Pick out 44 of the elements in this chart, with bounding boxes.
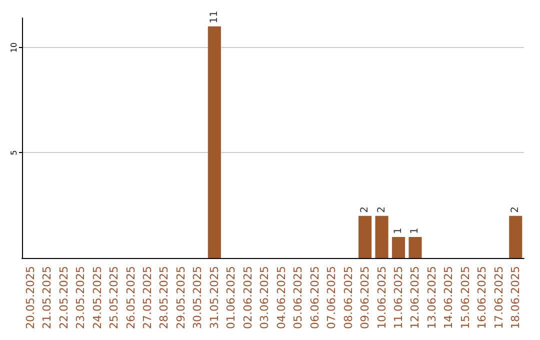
x-tick-label: 22.05.2025: [57, 266, 70, 330]
bar: [208, 26, 221, 258]
y-tick-label: 10: [10, 42, 18, 53]
x-tick-label: 01.06.2025: [224, 266, 238, 330]
y-tick-label: 5: [10, 150, 18, 156]
x-tick-label: 04.06.2025: [274, 266, 288, 330]
x-tick-label: 13.06.2025: [425, 266, 438, 330]
bar: [358, 216, 372, 258]
data-label: 1: [410, 228, 421, 234]
x-tick-label: 24.05.2025: [90, 266, 104, 330]
x-tick-label: 07.06.2025: [325, 266, 338, 330]
x-tick-label: 29.05.2025: [174, 266, 188, 330]
x-tick-label: 14.06.2025: [442, 266, 456, 330]
bar: [392, 236, 406, 258]
x-tick-label: 08.06.2025: [342, 266, 355, 330]
x-tick-label: 25.05.2025: [108, 266, 121, 330]
data-label: 2: [510, 206, 522, 213]
x-tick-label: 02.06.2025: [241, 266, 254, 330]
bar: [375, 216, 388, 258]
data-label: 1: [393, 228, 404, 234]
x-tick-label: 17.06.2025: [492, 266, 506, 330]
x-tick-label: 31.05.2025: [208, 266, 221, 330]
x-tick-label: 03.06.2025: [258, 266, 272, 330]
x-tick-label: 28.05.2025: [158, 266, 171, 330]
x-tick-label: 20.05.2025: [24, 266, 37, 330]
data-label: 11: [208, 10, 220, 24]
x-tick-label: 18.06.2025: [509, 266, 522, 330]
x-tick-label: 15.06.2025: [458, 266, 472, 330]
x-tick-label: 06.06.2025: [308, 266, 322, 330]
data-label: 2: [360, 206, 371, 213]
x-tick-label: 26.05.2025: [124, 266, 138, 330]
data-label: 2: [376, 206, 388, 213]
x-tick-label: 23.05.2025: [74, 266, 88, 330]
x-tick-label: 21.05.2025: [40, 266, 54, 330]
x-tick-label: 12.06.2025: [408, 266, 422, 330]
x-tick-label: 11.06.2025: [392, 266, 405, 330]
bar: [509, 216, 522, 258]
x-tick-label: 09.06.2025: [358, 266, 372, 330]
x-tick-label: 10.06.2025: [375, 266, 388, 330]
x-tick-label: 27.05.2025: [141, 266, 154, 330]
x-tick-label: 16.06.2025: [476, 266, 489, 330]
bar: [408, 236, 422, 258]
x-tick-label: 30.05.2025: [191, 266, 204, 330]
x-tick-label: 05.06.2025: [292, 266, 305, 330]
